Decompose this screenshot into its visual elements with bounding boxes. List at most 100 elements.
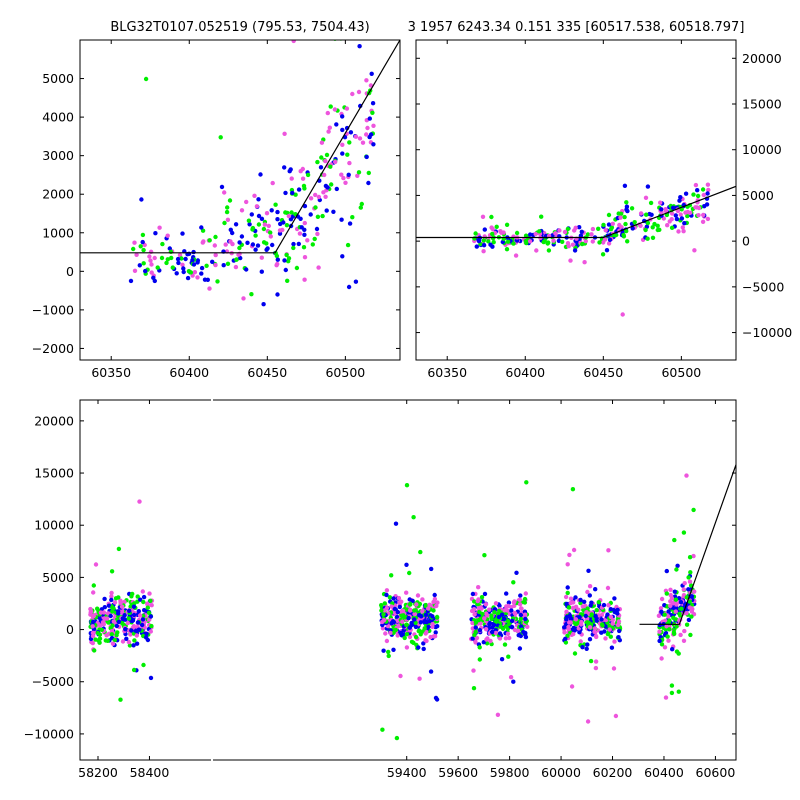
data-point-blue — [120, 616, 126, 621]
data-point-blue — [392, 606, 397, 612]
y-tick-label: −2000 — [32, 341, 74, 356]
data-point-pink — [428, 634, 433, 640]
data-point-green — [413, 634, 419, 640]
data-point-blue — [659, 609, 664, 614]
data-point-pink — [407, 634, 413, 640]
data-point-green — [118, 697, 123, 702]
data-point-pink — [495, 712, 501, 717]
y-tick-label: 0 — [742, 234, 750, 249]
data-point-green — [566, 605, 571, 610]
data-point-green — [284, 223, 290, 228]
data-point-blue — [674, 216, 680, 222]
data-point-green — [601, 222, 606, 228]
data-point-pink — [485, 613, 490, 618]
data-point-blue — [131, 612, 137, 618]
data-point-pink — [264, 211, 270, 216]
data-point-pink — [431, 634, 437, 639]
data-point-blue — [277, 231, 283, 236]
data-point-green — [594, 608, 599, 613]
left-title: BLG32T0107.052519 (795.53, 7504.43) — [110, 20, 369, 35]
data-point-blue — [587, 637, 593, 642]
data-point-pink — [353, 134, 359, 139]
data-point-green — [672, 631, 677, 636]
data-point-blue — [407, 625, 412, 630]
data-point-green — [132, 638, 137, 643]
data-point-green — [404, 483, 410, 488]
data-point-blue — [556, 238, 562, 243]
data-point-pink — [91, 590, 96, 595]
data-point-green — [222, 220, 227, 226]
data-point-green — [379, 603, 384, 608]
y-tick-label: 20000 — [742, 51, 782, 66]
data-point-pink — [513, 611, 518, 616]
data-point-pink — [228, 239, 233, 244]
data-point-pink — [316, 194, 322, 200]
data-point-pink — [658, 200, 663, 205]
data-point-green — [672, 537, 677, 543]
y-tick-label: 3000 — [42, 148, 74, 163]
data-point-green — [650, 225, 655, 230]
data-point-green — [286, 256, 292, 261]
data-point-blue — [239, 234, 245, 239]
data-point-green — [93, 637, 98, 642]
data-point-green — [597, 240, 602, 245]
data-point-blue — [331, 209, 336, 214]
data-point-blue — [645, 184, 651, 189]
data-point-green — [662, 612, 667, 617]
y-tick-label: 15000 — [742, 97, 782, 112]
data-point-pink — [213, 262, 218, 268]
data-point-blue — [509, 618, 515, 624]
data-point-blue — [582, 599, 587, 604]
data-point-blue — [134, 641, 140, 646]
data-point-pink — [562, 229, 568, 235]
data-point-green — [674, 649, 680, 654]
data-point-pink — [570, 605, 576, 611]
data-point-blue — [140, 622, 145, 628]
data-point-green — [484, 641, 490, 646]
data-point-pink — [266, 223, 271, 229]
data-point-green — [188, 270, 194, 275]
data-point-green — [624, 200, 629, 205]
data-point-green — [284, 252, 289, 258]
data-point-blue — [659, 207, 664, 212]
data-point-pink — [417, 676, 422, 681]
data-point-pink — [696, 213, 701, 218]
data-point-green — [250, 227, 255, 232]
data-point-blue — [583, 613, 588, 619]
data-point-pink — [502, 608, 507, 613]
data-point-blue — [282, 258, 287, 263]
data-point-green — [669, 690, 675, 696]
data-point-blue — [599, 630, 604, 635]
data-point-pink — [665, 223, 670, 228]
data-point-green — [472, 632, 477, 638]
data-point-green — [268, 230, 273, 235]
data-point-pink — [404, 645, 410, 650]
y-tick-label: 2000 — [42, 187, 74, 202]
data-point-green — [539, 214, 544, 219]
data-point-pink — [678, 632, 683, 638]
data-point-blue — [116, 619, 122, 625]
data-point-pink — [602, 237, 608, 242]
data-point-blue — [131, 643, 136, 648]
data-point-blue — [148, 675, 154, 681]
data-point-pink — [98, 623, 103, 628]
data-point-pink — [90, 640, 96, 646]
data-point-blue — [106, 603, 112, 608]
data-point-blue — [142, 608, 147, 613]
data-point-pink — [244, 199, 249, 205]
data-point-green — [99, 627, 105, 632]
data-point-green — [585, 620, 590, 625]
points-top-left — [128, 40, 376, 307]
data-point-blue — [139, 197, 144, 202]
data-point-green — [506, 621, 511, 627]
data-point-green — [546, 248, 552, 253]
data-point-pink — [90, 630, 96, 636]
data-point-green — [621, 232, 626, 238]
data-point-green — [312, 236, 317, 242]
data-point-blue — [109, 597, 114, 603]
data-point-blue — [191, 249, 196, 255]
data-point-green — [170, 265, 175, 270]
data-point-green — [289, 210, 294, 215]
data-point-green — [673, 597, 679, 602]
data-point-blue — [245, 240, 250, 245]
